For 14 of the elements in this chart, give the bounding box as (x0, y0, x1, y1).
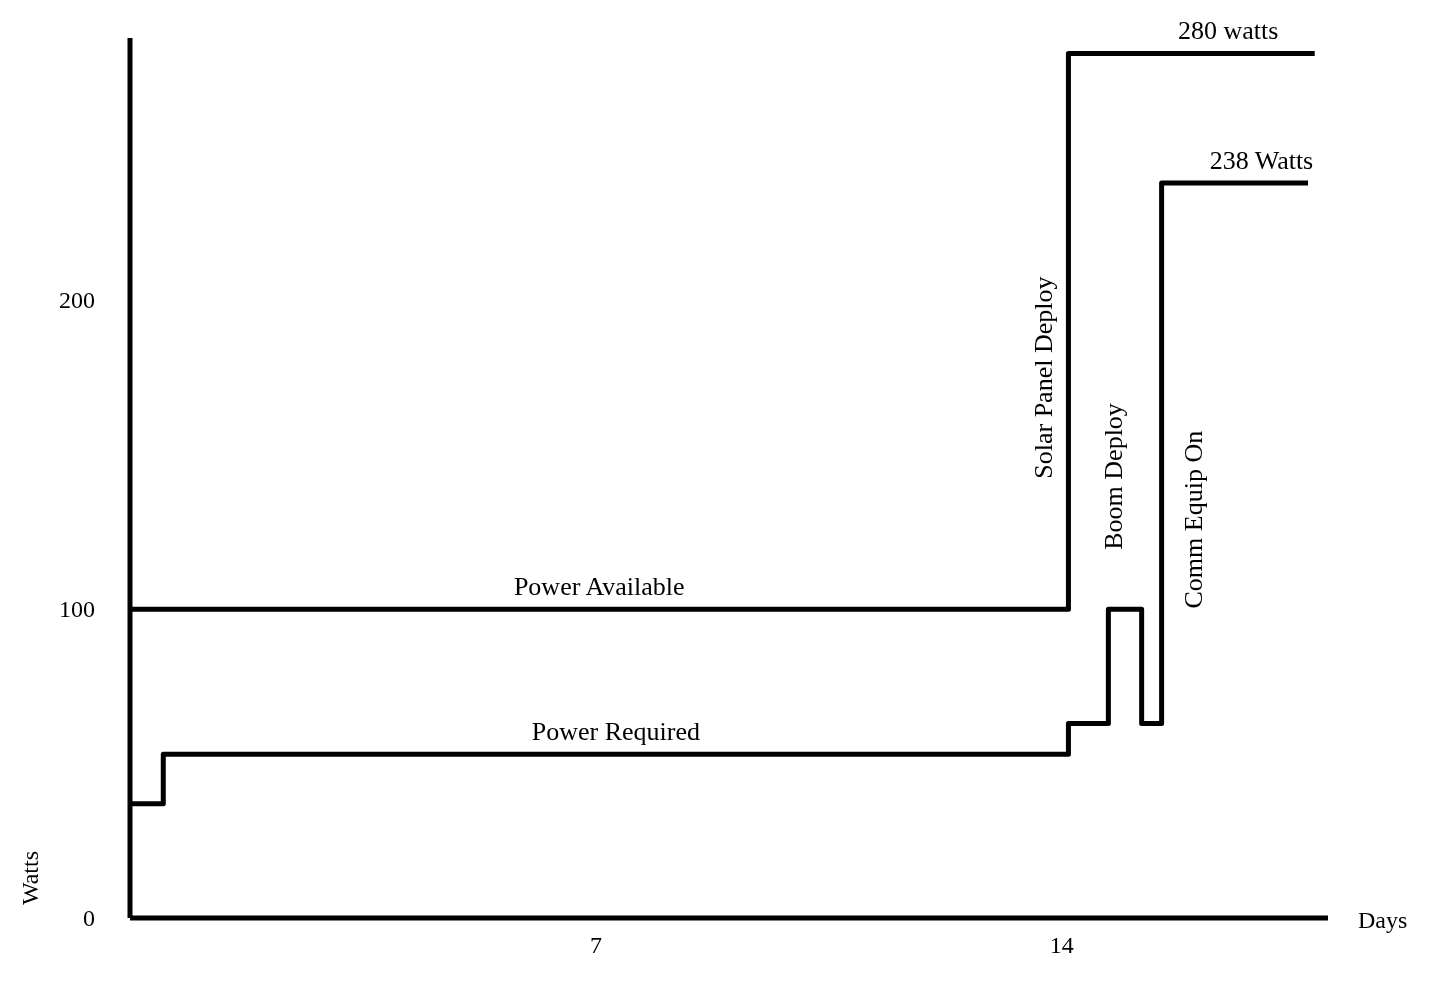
y-tick-label: 0 (83, 905, 95, 931)
y-tick-label: 200 (59, 287, 95, 314)
y-tick-label: 100 (59, 596, 95, 623)
x-tick-label: 14 (1049, 932, 1074, 958)
x-axis-title: Days (1358, 907, 1408, 933)
series-label: Power Available (513, 572, 685, 602)
annotation: 238 Watts (1209, 146, 1314, 176)
y-axis-title: Watts (17, 850, 43, 906)
annotation: Solar Panel Deploy (1028, 276, 1058, 479)
x-tick-label: 7 (589, 932, 602, 958)
annotation: Boom Deploy (1098, 403, 1128, 550)
series-label: Power Required (531, 717, 700, 747)
annotation: 280 watts (1177, 16, 1279, 46)
annotation: Comm Equip On (1178, 430, 1208, 609)
